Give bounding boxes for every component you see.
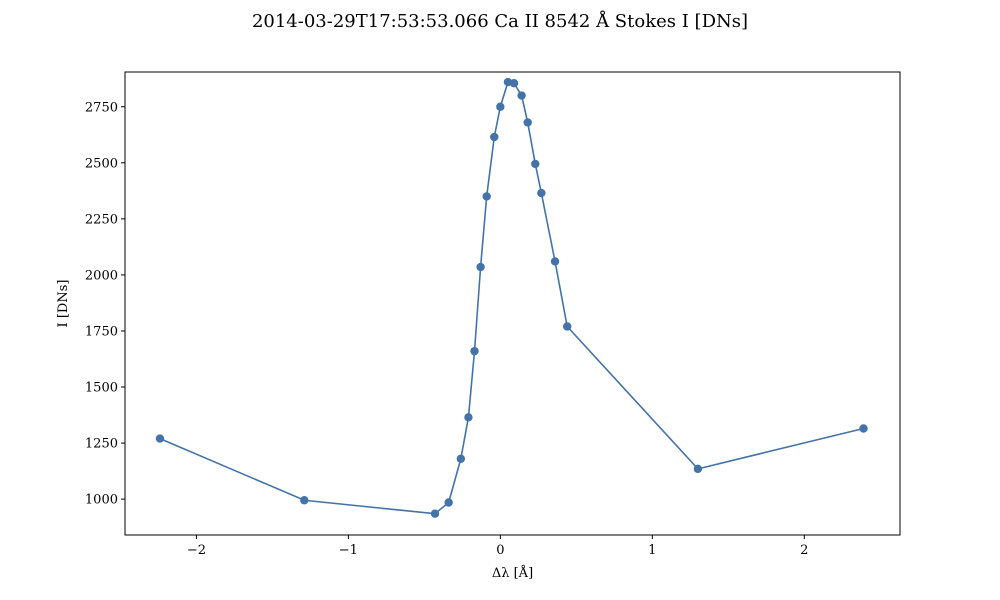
data-point: [509, 79, 519, 88]
data-point: [563, 322, 572, 331]
y-tick-label: 1250: [85, 437, 118, 452]
data-point: [430, 509, 440, 518]
data-point: [155, 434, 165, 443]
y-axis-label: I [DNs]: [56, 280, 71, 328]
data-point: [490, 132, 499, 142]
data-point: [476, 262, 485, 272]
series-line-layer: [159, 81, 864, 515]
x-axis-ticks: −2 −1 0 1 2: [187, 535, 808, 558]
y-tick-label: 2750: [85, 100, 118, 115]
data-point: [693, 464, 703, 474]
y-tick-label: 1000: [85, 493, 118, 508]
x-tick-label: 0: [496, 543, 504, 558]
data-point: [444, 498, 453, 507]
y-tick-label: 2500: [85, 156, 118, 171]
x-tick-label: 2: [800, 543, 808, 558]
axes-frame: [124, 71, 901, 536]
x-axis-label: Δλ [Å]: [492, 565, 533, 581]
x-tick-label: −2: [187, 543, 206, 558]
data-point: [456, 454, 466, 463]
series-line: [159, 81, 864, 515]
y-tick-label: 1750: [85, 324, 118, 339]
x-tick-label: −1: [339, 543, 358, 558]
chart-title: 2014-03-29T17:53:53.066 Ca II 8542 Å Sto…: [251, 11, 749, 32]
y-tick-label: 2250: [85, 212, 118, 227]
data-point: [300, 496, 309, 505]
x-tick-label: 1: [648, 543, 656, 558]
data-point: [482, 192, 491, 201]
data-point: [464, 413, 473, 422]
data-point: [537, 188, 546, 198]
y-tick-label: 1500: [85, 381, 118, 396]
data-point: [859, 424, 868, 433]
data-point: [550, 257, 560, 266]
y-tick-label: 2000: [85, 268, 118, 283]
data-point: [517, 91, 526, 100]
data-point: [531, 159, 540, 169]
data-point: [523, 118, 532, 127]
data-point: [496, 102, 505, 111]
y-axis-ticks: 1000 1250 1500 1750 2000 2250 2500 2750: [85, 100, 125, 508]
data-point: [470, 346, 479, 356]
data-point-layer: [155, 77, 868, 518]
